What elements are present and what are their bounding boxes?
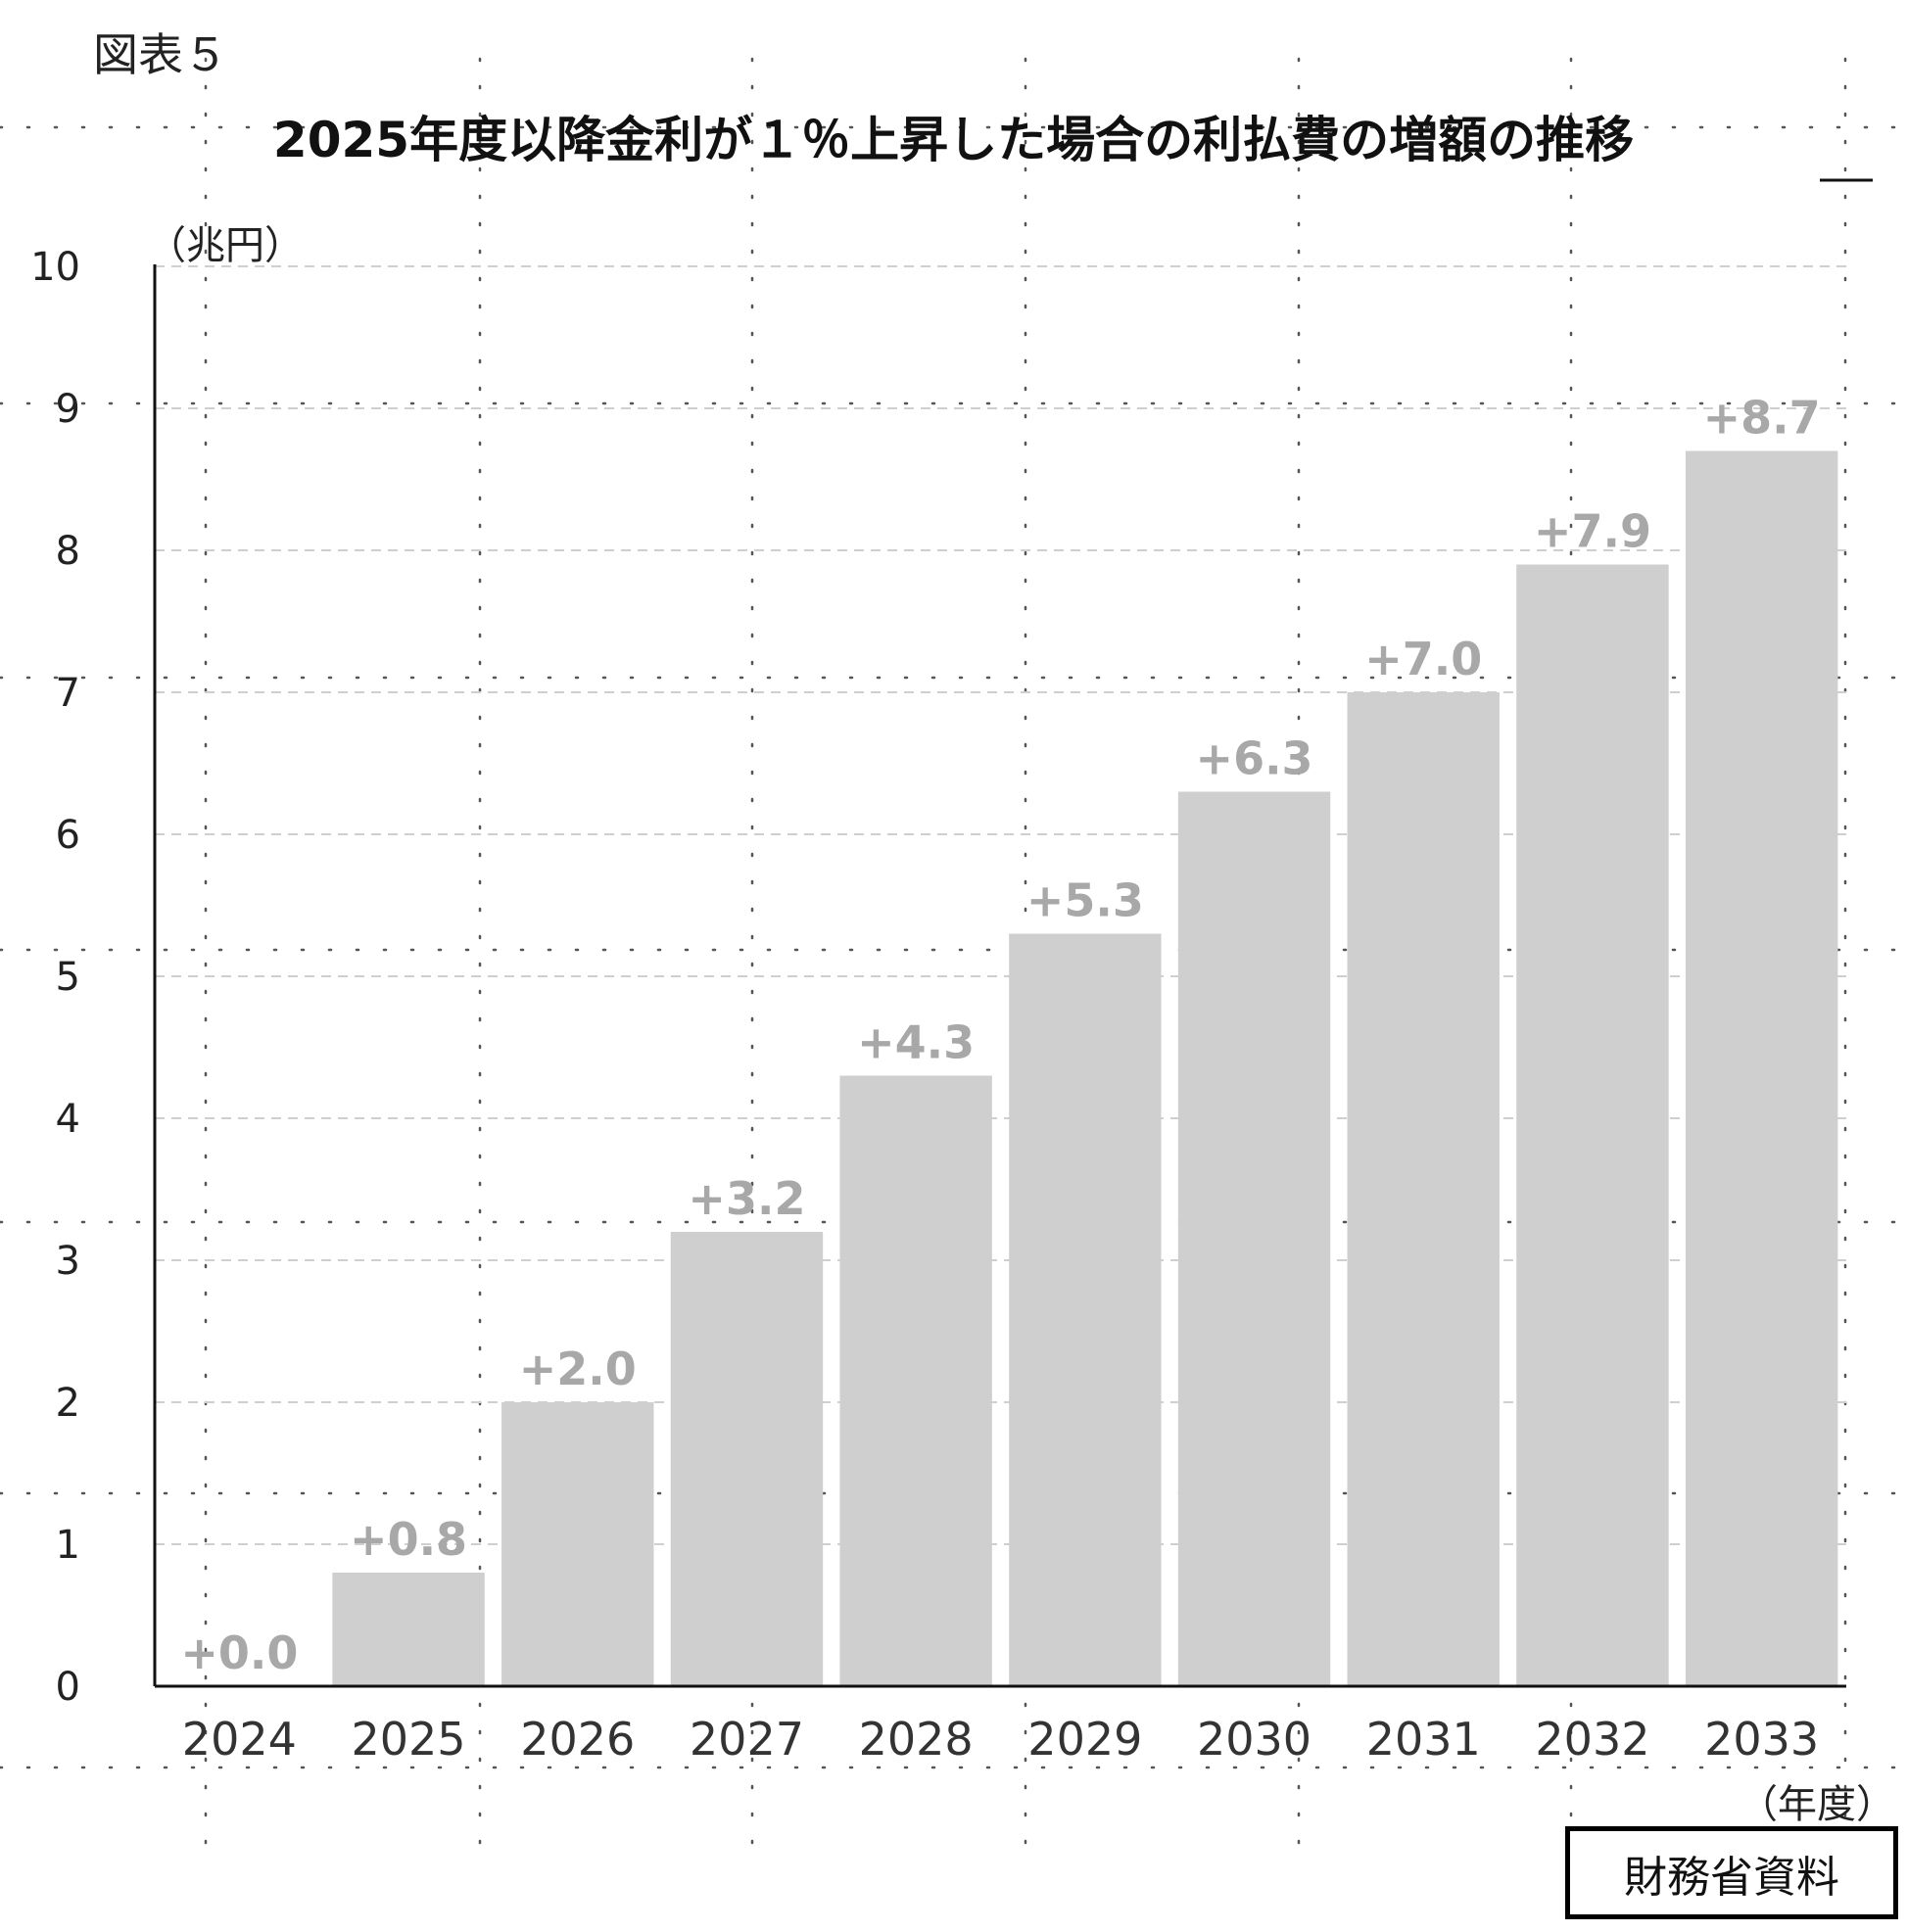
x-tick-label: 2031 [1366, 1713, 1481, 1766]
y-tick-labels: 0 1 2 3 4 5 6 7 8 9 10 [30, 245, 80, 1710]
y-tick-label: 8 [56, 529, 80, 574]
x-tick-label: 2025 [352, 1713, 466, 1766]
bar [1177, 791, 1331, 1686]
y-tick-label: 3 [56, 1239, 80, 1284]
data-label: +3.2 [688, 1172, 805, 1225]
bar [501, 1402, 654, 1686]
x-tick-label: 2027 [690, 1713, 804, 1766]
y-tick-label: 1 [56, 1523, 80, 1568]
y-tick-label: 6 [56, 813, 80, 858]
x-tick-label: 2028 [859, 1713, 974, 1766]
data-label: +0.0 [180, 1626, 298, 1679]
data-label: +0.8 [350, 1513, 467, 1566]
data-label: +4.3 [857, 1016, 975, 1069]
y-tick-label: 7 [56, 671, 80, 716]
bar [670, 1232, 824, 1686]
data-label: +2.0 [519, 1343, 637, 1395]
x-tick-label: 2032 [1535, 1713, 1649, 1766]
chart-title: 2025年度以降金利が１％上昇した場合の利払費の増額の推移 [272, 112, 1635, 168]
data-label: +7.0 [1364, 633, 1482, 685]
x-axis-unit: （年度） [1739, 1782, 1895, 1827]
x-tick-label: 2029 [1027, 1713, 1142, 1766]
bars [332, 450, 1838, 1686]
bar [1516, 564, 1669, 1686]
source-label: 財務省資料 [1624, 1852, 1839, 1903]
source-box: 財務省資料 [1565, 1826, 1898, 1919]
bar [1347, 692, 1500, 1686]
y-tick-label: 5 [56, 955, 80, 1000]
y-tick-label: 4 [56, 1097, 80, 1142]
x-tick-label: 2024 [182, 1713, 297, 1766]
data-label: +5.3 [1026, 874, 1144, 927]
x-tick-labels: 2024 2025 2026 2027 2028 2029 2030 2031 2032 2033 [182, 1713, 1819, 1766]
data-label: +8.7 [1703, 392, 1821, 445]
data-label: +6.3 [1196, 732, 1313, 785]
data-label: +7.9 [1534, 505, 1651, 558]
y-tick-label: 0 [56, 1665, 80, 1710]
x-tick-label: 2026 [520, 1713, 635, 1766]
data-labels: +0.0 +0.8 +2.0 +3.2 +4.3 +5.3 +6.3 +7.0 +7.9 +8.7 [180, 392, 1820, 1680]
y-tick-label: 2 [56, 1381, 80, 1426]
y-axis-unit: （兆円） [147, 223, 304, 268]
figure-label: 図表５ [93, 28, 228, 81]
axes [153, 178, 1873, 1688]
x-tick-label: 2030 [1197, 1713, 1311, 1766]
y-tick-label: 9 [56, 387, 80, 432]
bar [839, 1075, 992, 1686]
y-tick-label: 10 [30, 245, 80, 290]
bar [1685, 450, 1838, 1686]
bar [1009, 933, 1162, 1686]
x-tick-label: 2033 [1704, 1713, 1819, 1766]
bar [332, 1573, 485, 1686]
